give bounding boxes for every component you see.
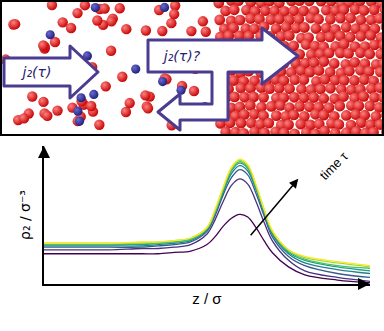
svg-text:j₂(τ): j₂(τ) (21, 64, 52, 80)
svg-text:time τ: time τ (317, 148, 352, 183)
svg-text:j₂(τ)?: j₂(τ)? (162, 48, 201, 64)
svg-text:ρ₂ / σ⁻³: ρ₂ / σ⁻³ (17, 190, 33, 240)
svg-text:z / σ: z / σ (192, 290, 222, 307)
